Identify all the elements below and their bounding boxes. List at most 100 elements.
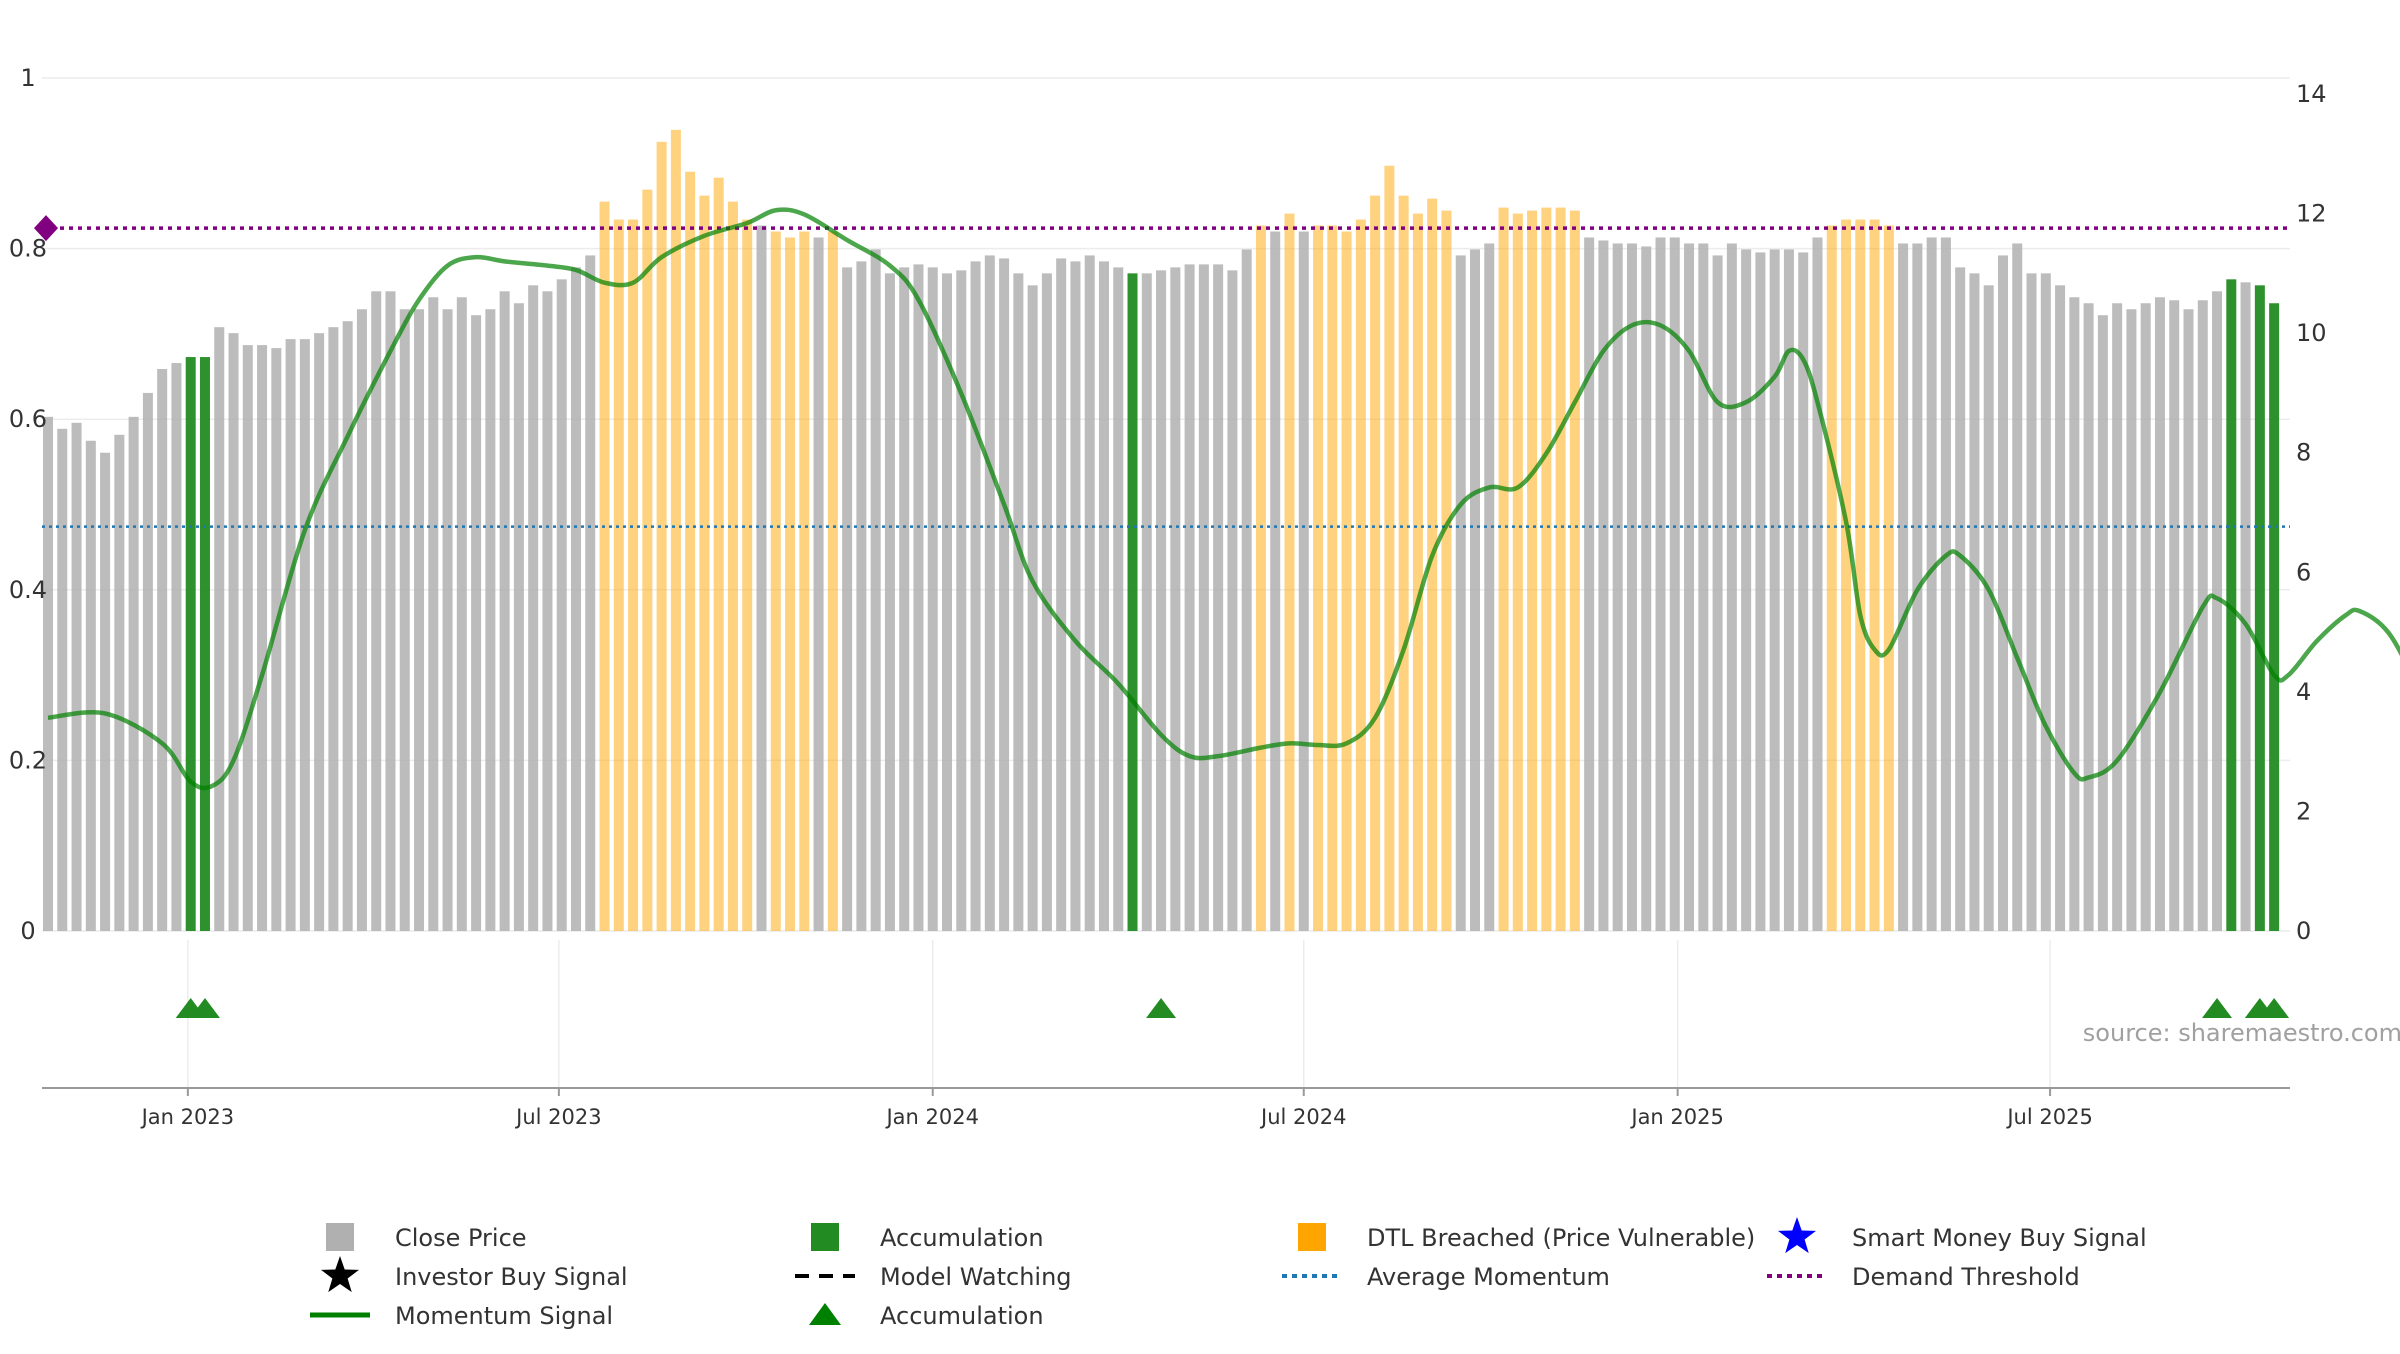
left-axis-tick-label: 0.2 [9, 746, 47, 774]
x-tick-label: Jul 2024 [1259, 1105, 1346, 1129]
close-price-bar [1769, 249, 1780, 931]
price-bars [43, 129, 2280, 932]
close-price-bar [2154, 297, 2165, 931]
x-tick-label: Jan 2024 [884, 1105, 979, 1129]
close-price-bar [999, 258, 1010, 931]
close-price-bar [1712, 255, 1723, 931]
left-axis-tick-label: 0.4 [9, 576, 47, 604]
accumulation-legend-icon [811, 1223, 839, 1251]
close-price-bar [1940, 237, 1951, 931]
dtl-breached-bar [1327, 225, 1338, 931]
dtl-breached-bar [613, 219, 624, 932]
close-price-bar [756, 225, 767, 931]
dtl-breached-bar [1255, 225, 1266, 931]
close-price-bar [257, 345, 268, 932]
close-price-bar [328, 327, 339, 931]
close-price-bar [1027, 285, 1038, 931]
close-price-legend-icon [326, 1223, 354, 1251]
close-price-bar [1298, 231, 1309, 931]
close-price-bar [2126, 309, 2137, 931]
accumulation-bar [185, 357, 196, 931]
close-price-bar [285, 339, 296, 931]
close-price-bar [2183, 309, 2194, 931]
close-price-bar [228, 333, 239, 932]
close-price-bar [171, 363, 182, 931]
close-price-bar [1641, 246, 1652, 932]
close-price-bar [43, 416, 53, 931]
dtl-breached-bar [1441, 210, 1452, 931]
close-price-bar [2012, 243, 2023, 931]
close-price-bar [371, 291, 382, 931]
close-price-bar [2197, 300, 2208, 931]
close-price-bar [1156, 270, 1167, 931]
dtl-breached-bar [1313, 225, 1324, 931]
close-price-bar [956, 270, 967, 931]
close-price-bar [2169, 300, 2180, 931]
close-price-bar [1584, 237, 1595, 931]
accumulation-marker [1146, 998, 1177, 1018]
close-price-bar [385, 291, 396, 931]
close-price-bar [884, 273, 895, 931]
dtl-breached-bar [1527, 210, 1538, 931]
close-price-bar [1926, 237, 1937, 931]
x-tick-label: Jan 2025 [1629, 1105, 1724, 1129]
x-tick-label: Jan 2023 [140, 1105, 235, 1129]
close-price-bar [1141, 273, 1152, 931]
close-price-bar [1470, 249, 1480, 931]
close-price-bar [970, 261, 981, 931]
dtl-breached-bar [1826, 225, 1837, 931]
close-price-bar [1170, 267, 1181, 932]
close-price-bar [299, 339, 310, 931]
dtl-breached-bar [1569, 210, 1580, 931]
smart-money-buy-signal-legend-icon [1777, 1217, 1817, 1254]
source-note: source: sharemaestro.com [2083, 1019, 2400, 1047]
accumulation-marker [189, 998, 220, 1018]
dtl-breached-bar [742, 219, 753, 932]
close-price-bar [356, 309, 367, 931]
dtl-breached-bar [670, 129, 681, 931]
close-price-bar [428, 297, 439, 931]
right-axis-tick-label: 6 [2296, 558, 2311, 586]
dtl-breached-bar [770, 231, 781, 931]
close-price-bar [456, 297, 467, 931]
dtl-breached-bar [1869, 219, 1880, 932]
close-price-bar [1084, 255, 1095, 931]
right-axis-tick-label: 10 [2296, 319, 2327, 347]
close-price-bar [1798, 252, 1809, 932]
left-axis-tick-label: 1 [20, 64, 35, 92]
dtl-breached-bar [1412, 213, 1423, 932]
dtl-breached-bar [1355, 219, 1366, 932]
dtl-breached-bar [1512, 213, 1523, 932]
close-price-bar [114, 434, 125, 931]
close-price-bar [342, 321, 353, 932]
accumulation-marker [2202, 998, 2233, 1018]
dtl-breached-bar [1427, 198, 1438, 931]
close-price-bar [1455, 255, 1466, 931]
legend-label: Accumulation [880, 1224, 1044, 1252]
close-price-bar [2083, 303, 2094, 931]
left-axis-tick-label: 0.6 [9, 405, 47, 433]
close-price-bar [1983, 285, 1994, 931]
close-price-bar [856, 261, 867, 931]
right-axis-tick-label: 2 [2296, 797, 2311, 825]
x-tick-label: Jul 2023 [514, 1105, 601, 1129]
dtl-breached-bar [713, 177, 724, 931]
dtl-breached-bar [699, 195, 710, 931]
close-price-bar [2112, 303, 2123, 931]
accumulation-markers [175, 998, 2290, 1018]
right-axis-tick-label: 4 [2296, 678, 2311, 706]
close-price-bar [870, 249, 881, 931]
close-price-bar [1726, 243, 1737, 931]
close-price-bar [271, 348, 282, 931]
dtl-breached-bar [599, 201, 610, 932]
close-price-bar [913, 264, 924, 931]
close-price-bar [1013, 273, 1024, 931]
legend-label: Accumulation [880, 1302, 1044, 1330]
dtl-breached-bar [685, 171, 696, 931]
close-price-bar [142, 392, 153, 931]
close-price-bar [842, 267, 853, 932]
close-price-bar [57, 428, 68, 931]
legend: Close Price Accumulation DTL Breached (Pri… [310, 1217, 2147, 1330]
close-price-bar [1270, 231, 1281, 931]
